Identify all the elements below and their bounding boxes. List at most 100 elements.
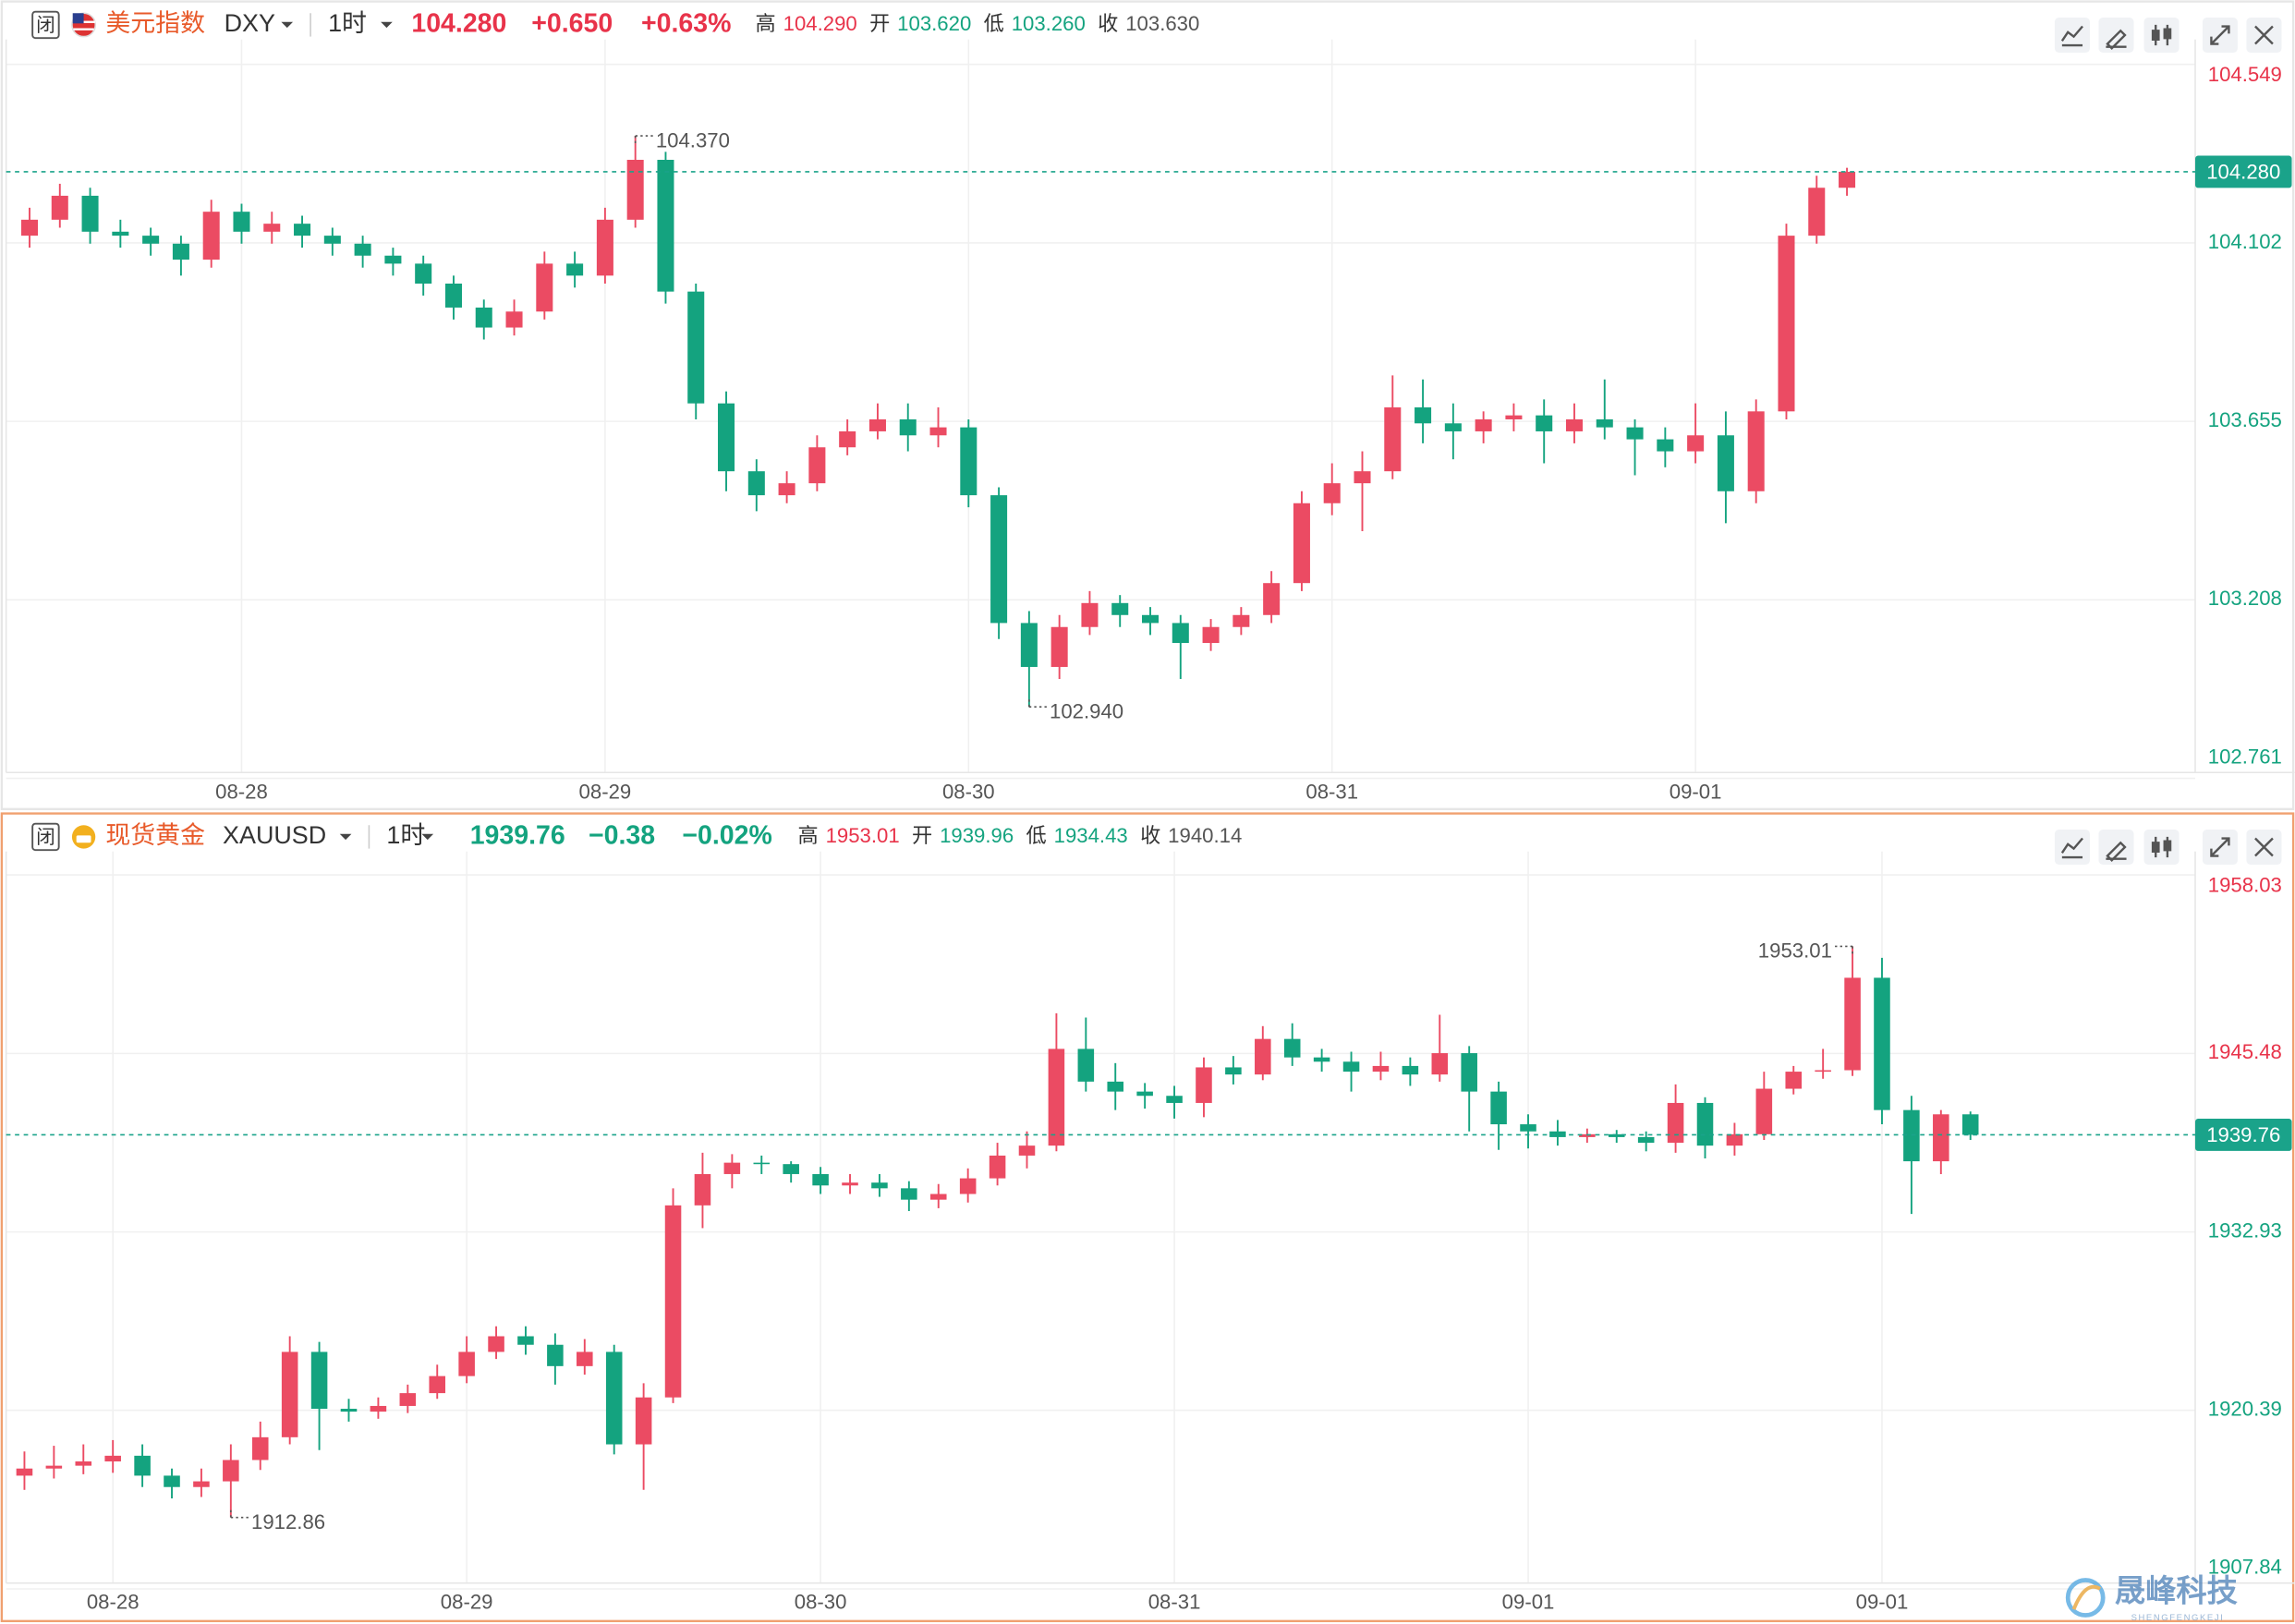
candle <box>718 391 735 491</box>
candle <box>263 212 281 244</box>
button-icon[interactable] <box>2254 25 2274 45</box>
candle-body <box>812 1173 829 1186</box>
candle-body <box>354 243 371 256</box>
toolbar-button[interactable] <box>2098 18 2134 54</box>
button-bg[interactable] <box>2143 18 2180 54</box>
interval[interactable]: 1时 <box>328 9 367 37</box>
candle <box>1808 176 1826 244</box>
candle <box>429 1364 446 1400</box>
candle-body <box>808 447 826 484</box>
candle-body <box>1933 1114 1949 1162</box>
candle <box>1048 1012 1065 1152</box>
candle <box>134 1444 151 1487</box>
toolbar-button[interactable] <box>2202 18 2238 54</box>
candle <box>354 236 371 268</box>
toolbar-button[interactable] <box>2246 830 2282 866</box>
instrument-symbol[interactable]: XAUUSD <box>223 821 326 849</box>
candle <box>1202 619 1220 651</box>
candle <box>783 1161 799 1183</box>
candle-body <box>458 1351 475 1376</box>
candle <box>1839 167 1856 196</box>
price-label: 1939.76 <box>2206 1123 2280 1146</box>
candle-body <box>687 291 705 404</box>
candle <box>1111 595 1129 627</box>
candle <box>384 248 402 276</box>
candle <box>294 215 311 248</box>
candle-body <box>1490 1091 1507 1125</box>
candle <box>1283 1023 1301 1066</box>
candle <box>475 299 492 340</box>
button-icon[interactable] <box>2254 837 2274 857</box>
button-icon[interactable] <box>2151 836 2172 858</box>
toolbar-button[interactable] <box>2143 830 2180 866</box>
flag-canton <box>72 13 84 24</box>
y-tick-label: 1907.84 <box>2208 1556 2282 1579</box>
candle <box>1196 1057 1212 1118</box>
instrument-symbol[interactable]: DXY <box>225 9 275 37</box>
candle-body <box>1657 439 1674 452</box>
candle <box>929 1183 947 1208</box>
candle <box>1778 224 1795 419</box>
candle <box>1933 1109 1949 1174</box>
toolbar-button[interactable] <box>2054 830 2090 866</box>
candle <box>1050 614 1068 679</box>
button-bg[interactable] <box>2143 830 2180 866</box>
candle <box>1018 1131 1036 1169</box>
toolbar-button[interactable] <box>2246 18 2282 54</box>
button-icon[interactable] <box>2106 841 2127 862</box>
x-tick-label: 09-01 <box>1670 780 1722 803</box>
candle-body <box>929 427 947 436</box>
candle <box>839 418 856 455</box>
candle-body <box>1077 1048 1095 1082</box>
price-change: +0.650 <box>531 8 613 38</box>
candle-body <box>1255 1038 1271 1075</box>
candle-body <box>1372 1065 1390 1073</box>
interval[interactable]: 1时 <box>386 821 425 849</box>
candle <box>1844 946 1861 1076</box>
candle-body <box>45 1465 63 1469</box>
button-icon[interactable] <box>2210 25 2230 45</box>
toolbar-button[interactable] <box>2054 18 2090 54</box>
candle <box>899 403 917 452</box>
candle <box>75 1444 92 1474</box>
candle <box>193 1468 210 1497</box>
stat-label: 低 <box>984 12 1004 35</box>
candle-body <box>1747 411 1765 491</box>
candle <box>1136 1083 1153 1109</box>
candle-body <box>990 495 1008 624</box>
candle-body <box>310 1351 328 1410</box>
dropdown-arrow[interactable] <box>281 21 294 29</box>
candle <box>1608 1130 1625 1144</box>
extreme-label: 104.370 <box>656 128 730 151</box>
candle-body <box>1081 602 1099 627</box>
gold-bar <box>76 835 91 843</box>
dropdown-arrow[interactable] <box>339 833 352 841</box>
candle <box>104 1439 121 1473</box>
candle-body <box>1505 415 1523 419</box>
dropdown-arrow[interactable] <box>381 21 393 29</box>
toolbar-button[interactable] <box>2098 830 2134 866</box>
dropdown-arrow[interactable] <box>421 833 434 841</box>
candle-body <box>1815 1070 1831 1073</box>
candle <box>1565 403 1584 443</box>
button-icon[interactable] <box>2060 25 2083 47</box>
candle <box>1755 1072 1773 1140</box>
candle-body <box>1903 1109 1920 1162</box>
candle-body <box>718 403 735 472</box>
candle-body <box>783 1164 799 1174</box>
candle-body <box>1549 1131 1566 1137</box>
candle <box>990 487 1008 639</box>
chart-panel: 闭 美元指数 DXY 1时 104.280 +0.650 +0.63% 高 104.290 开 10… <box>0 0 2295 811</box>
candle-body <box>1596 418 1613 428</box>
toolbar-button[interactable] <box>2143 18 2180 54</box>
button-icon[interactable] <box>2060 837 2083 859</box>
toolbar-button[interactable] <box>2202 830 2238 866</box>
candle-body <box>75 1461 92 1466</box>
button-icon[interactable] <box>2210 837 2230 857</box>
candle <box>1747 399 1765 503</box>
closed-label: 闭 <box>36 827 55 848</box>
candle <box>1402 1057 1419 1086</box>
candle <box>223 1444 239 1518</box>
button-icon[interactable] <box>2106 29 2127 50</box>
button-icon[interactable] <box>2151 24 2172 46</box>
